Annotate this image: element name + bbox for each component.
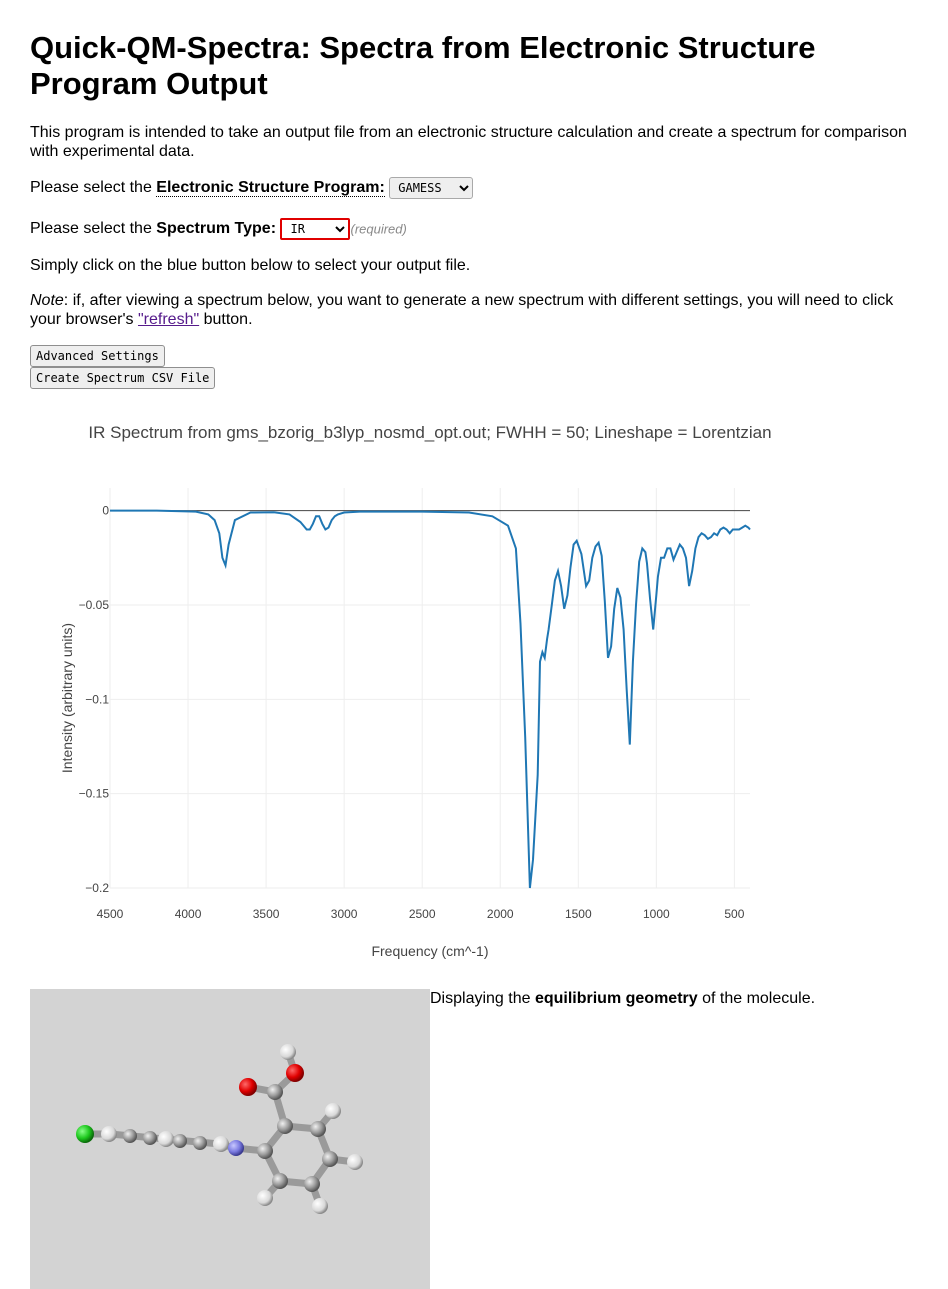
program-select-row: Please select the Electronic Structure P… [30, 177, 474, 199]
refresh-link[interactable]: "refresh" [137, 311, 200, 328]
x-tick-labels: 4500 4000 3500 3000 2500 2000 1500 1000 500 [97, 907, 745, 921]
y-tick-label: −0.1 [85, 692, 109, 706]
x-tick-label: 2500 [409, 907, 436, 921]
advanced-settings-button[interactable]: Advanced Settings [30, 345, 165, 367]
spectrum-select-label: Spectrum Type: [156, 220, 277, 238]
note-paragraph: Note: if, after viewing a spectrum below… [30, 291, 915, 329]
x-tick-label: 4500 [97, 907, 124, 921]
note-text-before: : if, after viewing a spectrum below, yo… [30, 292, 894, 328]
x-axis-label: Frequency (cm^-1) [371, 943, 488, 959]
molecule-viewer[interactable] [30, 989, 430, 1289]
molecule-caption-before: Displaying the [430, 990, 535, 1007]
spectrum-select-row: Please select the Spectrum Type: IR (req… [30, 218, 407, 240]
create-csv-button[interactable]: Create Spectrum CSV File [30, 367, 216, 389]
x-tick-label: 3000 [331, 907, 358, 921]
y-tick-label: −0.05 [79, 598, 110, 612]
chart-grid [109, 488, 750, 889]
x-tick-label: 3500 [253, 907, 280, 921]
chart-svg[interactable]: 4500 4000 3500 3000 2500 2000 1500 1000 500 0 −0.… [30, 410, 790, 970]
page-title: Quick-QM-Spectra: Spectra from Electroni… [30, 30, 816, 101]
chart-title: IR Spectrum from gms_bzorig_b3lyp_nosmd_… [88, 423, 772, 442]
required-hint: (required) [350, 221, 407, 237]
x-tick-label: 4000 [175, 907, 202, 921]
molecule-atoms [76, 1044, 363, 1214]
spectrum-select-prefix: Please select the [30, 220, 157, 238]
note-label: Note [30, 292, 64, 309]
molecule-render [76, 1044, 363, 1214]
y-tick-label: −0.15 [79, 787, 110, 801]
molecule-caption: Displaying the equilibrium geometry of t… [430, 989, 815, 1008]
instructions-text: Simply click on the blue button below to… [30, 257, 471, 274]
x-tick-label: 500 [724, 907, 744, 921]
y-tick-labels: 0 −0.05 −0.1 −0.15 −0.2 [79, 504, 110, 895]
program-select-prefix: Please select the [30, 179, 157, 197]
molecule-caption-after: of the molecule. [697, 990, 816, 1007]
spectrum-series-line [110, 509, 751, 889]
x-tick-label: 1500 [565, 907, 592, 921]
program-select-label: Electronic Structure Program: [156, 179, 385, 198]
spectrum-type-select[interactable]: IR [280, 218, 351, 240]
intro-text: This program is intended to take an outp… [30, 124, 907, 160]
spectrum-chart[interactable]: IR Spectrum from gms_bzorig_b3lyp_nosmd_… [30, 410, 790, 970]
x-tick-label: 1000 [643, 907, 670, 921]
program-select[interactable]: GAMESS [389, 177, 474, 199]
note-text-after: button. [199, 311, 253, 328]
y-axis-label: Intensity (arbitrary units) [59, 623, 75, 773]
y-tick-label: 0 [102, 504, 109, 518]
molecule-caption-bold: equilibrium geometry [534, 990, 698, 1007]
x-tick-label: 2000 [487, 907, 514, 921]
y-tick-label: −0.2 [85, 881, 109, 895]
